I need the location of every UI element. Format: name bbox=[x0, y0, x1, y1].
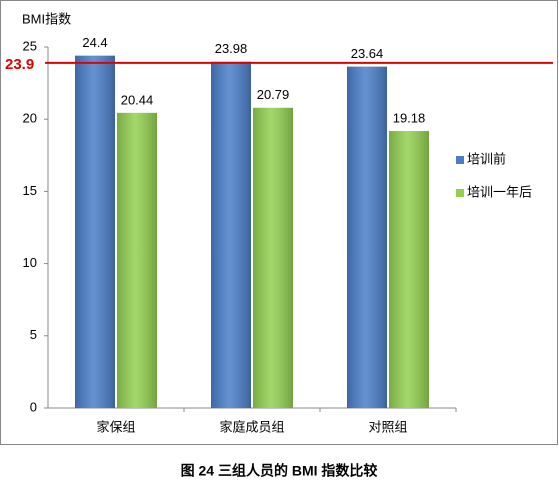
bar-shade bbox=[75, 55, 115, 408]
legend-label: 培训一年后 bbox=[467, 184, 532, 199]
value-label: 20.44 bbox=[121, 92, 154, 107]
y-axis-title: BMI指数 bbox=[22, 11, 71, 26]
y-tick-label: 5 bbox=[30, 327, 37, 342]
x-tick-label: 对照组 bbox=[368, 419, 407, 434]
value-label: 23.64 bbox=[351, 46, 384, 61]
bar-shade bbox=[117, 112, 157, 408]
y-tick-label: 10 bbox=[23, 255, 37, 270]
value-label: 23.98 bbox=[215, 41, 248, 56]
caption: 图 24 三组人员的 BMI 指数比较 bbox=[181, 463, 378, 479]
x-tick-label: 家庭成员组 bbox=[219, 419, 284, 434]
legend-swatch bbox=[456, 156, 464, 164]
legend-swatch bbox=[456, 189, 464, 197]
y-tick-label: 20 bbox=[23, 111, 37, 126]
x-tick-label: 家保组 bbox=[96, 419, 135, 434]
legend-label: 培训前 bbox=[467, 151, 506, 166]
y-tick-label: 0 bbox=[30, 399, 37, 414]
bar-shade bbox=[253, 107, 293, 409]
value-label: 24.4 bbox=[82, 35, 107, 50]
y-tick-label: 15 bbox=[23, 183, 37, 198]
value-label: 19.18 bbox=[393, 110, 426, 125]
bar-shade bbox=[389, 131, 429, 408]
bar-shade bbox=[347, 66, 387, 408]
value-label: 20.79 bbox=[257, 87, 290, 102]
bar-shade bbox=[211, 61, 251, 409]
y-tick-label: 25 bbox=[23, 38, 37, 53]
reference-label: 23.9 bbox=[5, 56, 34, 73]
